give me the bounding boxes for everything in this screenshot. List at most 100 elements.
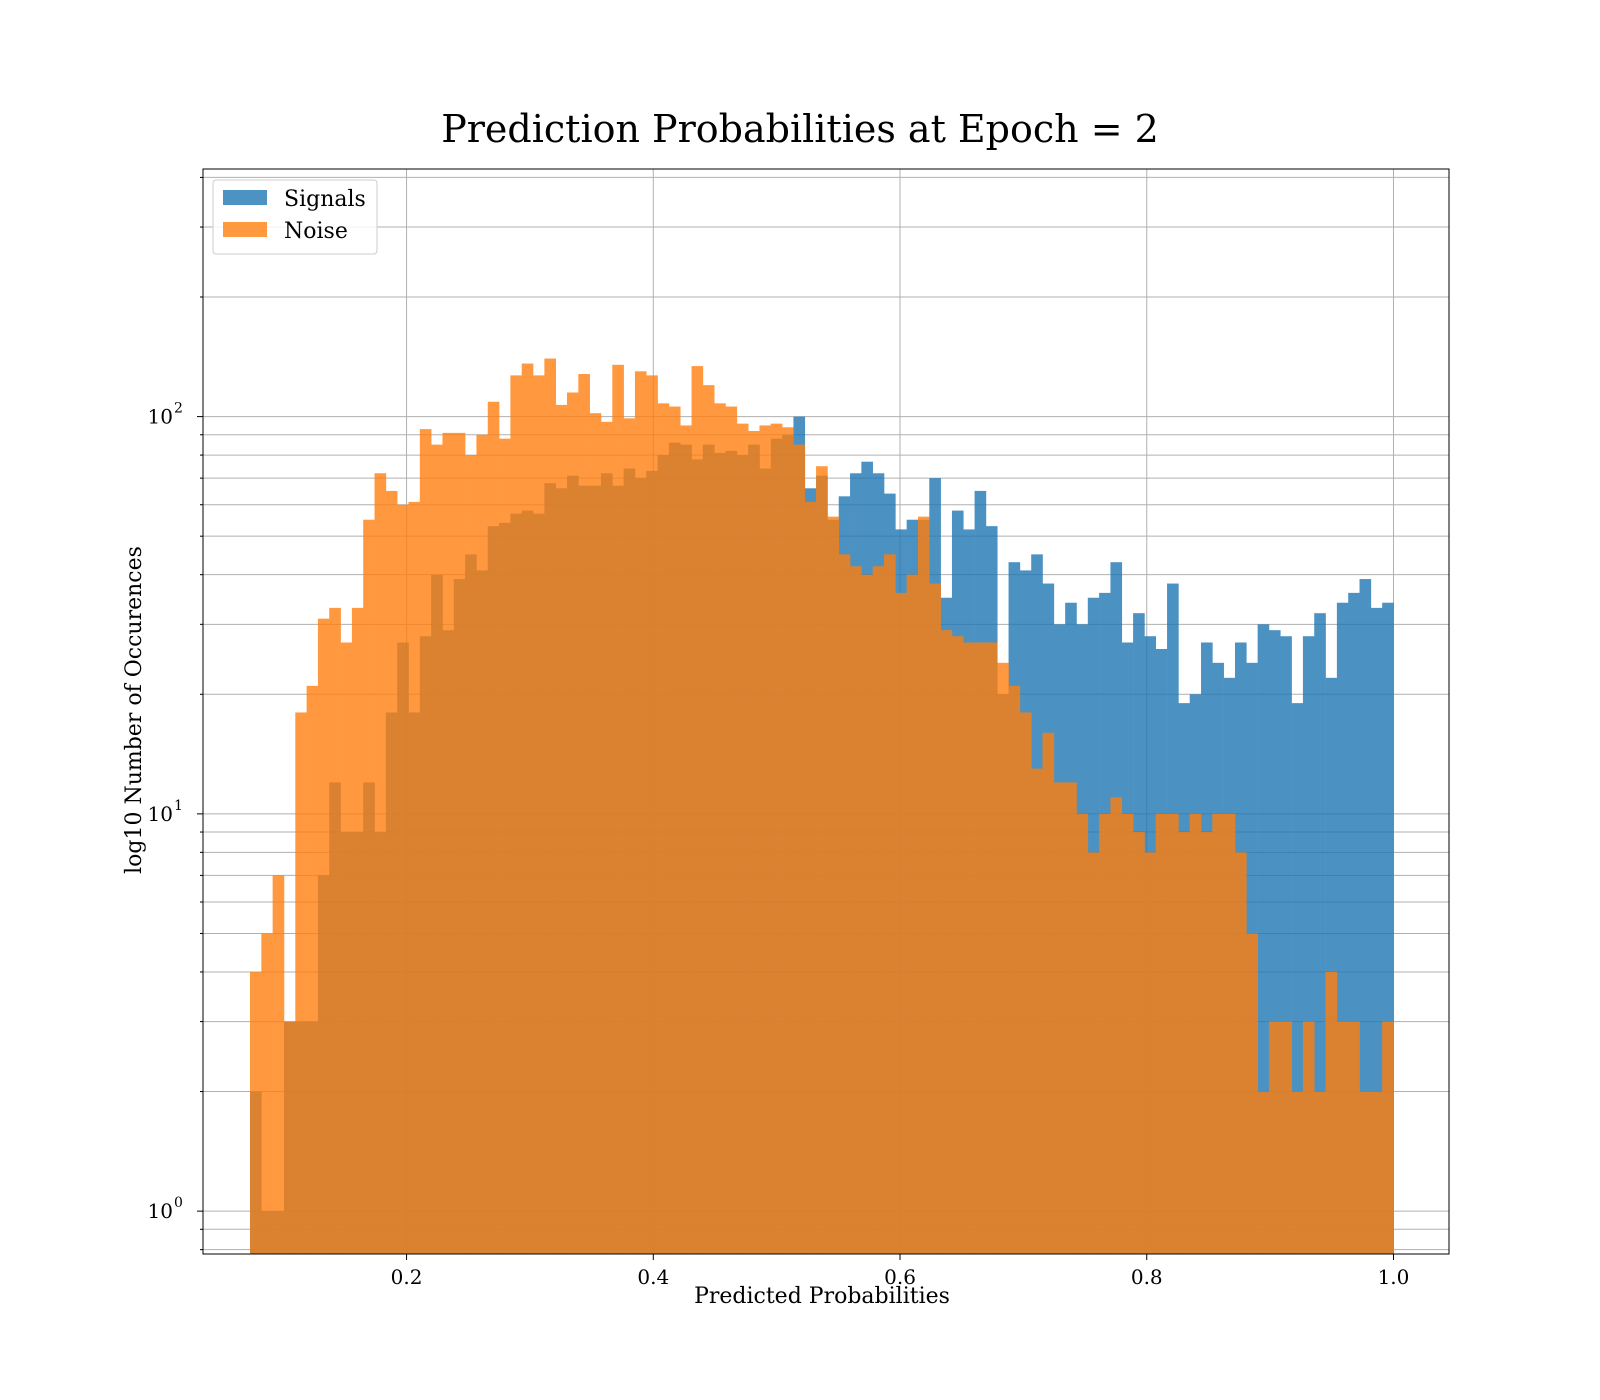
bar-noise (793, 444, 806, 1255)
bar-noise (691, 366, 704, 1254)
x-tick-label: 0.6 (884, 1265, 916, 1289)
bar-signals (1280, 636, 1292, 1254)
bar-noise (1042, 732, 1055, 1254)
bar-noise (1359, 1091, 1372, 1254)
bar-noise (363, 519, 375, 1254)
x-axis-label: Predicted Probabilities (694, 1284, 950, 1309)
bar-noise (499, 438, 511, 1254)
legend-swatch-signals (223, 190, 267, 205)
bar-noise (1234, 852, 1247, 1254)
bar-signals (1348, 592, 1360, 1254)
bar-noise (940, 630, 953, 1254)
bar-noise (782, 427, 794, 1255)
bar-noise (872, 566, 885, 1254)
bar-noise (600, 421, 613, 1255)
y-tick-label: 10 (148, 802, 173, 826)
bar-noise (351, 607, 364, 1254)
bar-noise (623, 418, 636, 1254)
bar-noise (1110, 797, 1123, 1254)
bar-signals (1370, 607, 1383, 1254)
bar-noise (1121, 813, 1134, 1254)
bar-noise (1246, 933, 1258, 1254)
bar-noise (306, 685, 319, 1254)
bar-noise (612, 364, 624, 1255)
bar-noise (906, 574, 919, 1254)
bar-signals (1302, 636, 1315, 1254)
bar-noise (1031, 768, 1043, 1254)
bar-noise (476, 434, 489, 1254)
bar-noise (397, 504, 409, 1254)
series-noise (250, 358, 1394, 1255)
bar-noise (431, 444, 443, 1255)
x-axis-ticks: 0.2 0.4 0.6 0.8 1.0 (391, 1254, 1410, 1289)
legend-label-noise: Noise (284, 219, 348, 244)
bar-noise (250, 971, 262, 1254)
bar-noise (544, 358, 556, 1255)
bar-noise (816, 466, 828, 1254)
bar-layer (250, 358, 1394, 1255)
bar-noise (1348, 1021, 1360, 1254)
bar-noise (1212, 813, 1224, 1254)
bar-noise (1019, 712, 1032, 1254)
y-tick-exponent: 2 (174, 401, 183, 417)
bar-noise (465, 455, 477, 1254)
bar-noise (951, 636, 964, 1254)
bar-signals (1291, 703, 1304, 1254)
bar-noise (680, 425, 692, 1254)
bar-noise (1201, 832, 1213, 1254)
bar-noise (1268, 1021, 1281, 1254)
bar-noise (1008, 685, 1021, 1254)
x-tick-label: 0.8 (1131, 1265, 1163, 1289)
bar-noise (521, 363, 534, 1254)
bar-noise (329, 607, 341, 1254)
bar-noise (895, 592, 907, 1254)
bar-noise (861, 574, 873, 1254)
bar-noise (374, 473, 387, 1254)
y-tick-label: 10 (148, 1199, 173, 1223)
bar-noise (770, 423, 783, 1254)
bar-signals (1359, 579, 1372, 1254)
bar-noise (1314, 1091, 1326, 1254)
bar-noise (985, 642, 998, 1254)
bar-noise (702, 385, 715, 1254)
x-tick-label: 1.0 (1378, 1265, 1410, 1289)
legend: Signals Noise (212, 179, 378, 255)
bar-noise (340, 642, 353, 1254)
bar-noise (714, 403, 726, 1254)
bar-noise (1178, 832, 1190, 1254)
bar-noise (759, 425, 772, 1254)
bar-noise (567, 392, 579, 1254)
bar-noise (1087, 852, 1100, 1254)
plot-frame (202, 168, 1450, 1255)
legend-swatch-noise (223, 222, 267, 237)
bar-noise (804, 501, 817, 1254)
bar-signals (1325, 677, 1338, 1254)
bar-noise (1325, 971, 1338, 1254)
bar-noise (634, 371, 647, 1254)
bar-noise (533, 375, 545, 1255)
bar-noise (1280, 1021, 1292, 1254)
bar-noise (1291, 1091, 1304, 1254)
bar-noise (272, 875, 285, 1254)
bar-noise (261, 933, 273, 1254)
bar-noise (453, 432, 466, 1254)
bar-noise (827, 516, 840, 1254)
y-tick-exponent: 1 (174, 798, 183, 814)
y-tick-exponent: 0 (174, 1195, 183, 1211)
y-tick-label: 10 (148, 405, 173, 429)
bar-noise (748, 430, 760, 1254)
bar-noise (510, 375, 523, 1255)
bar-noise (589, 413, 602, 1254)
bar-noise (1076, 813, 1089, 1254)
bar-signals (1314, 613, 1326, 1254)
bar-signals (1382, 602, 1394, 1254)
bar-noise (1257, 1091, 1270, 1254)
bar-noise (929, 583, 941, 1254)
bar-signals (1257, 624, 1270, 1254)
bar-noise (578, 374, 590, 1254)
bar-noise (1133, 832, 1145, 1254)
bar-noise (884, 554, 896, 1254)
bar-noise (850, 566, 862, 1254)
bar-noise (408, 501, 421, 1254)
bar-noise (917, 516, 930, 1254)
